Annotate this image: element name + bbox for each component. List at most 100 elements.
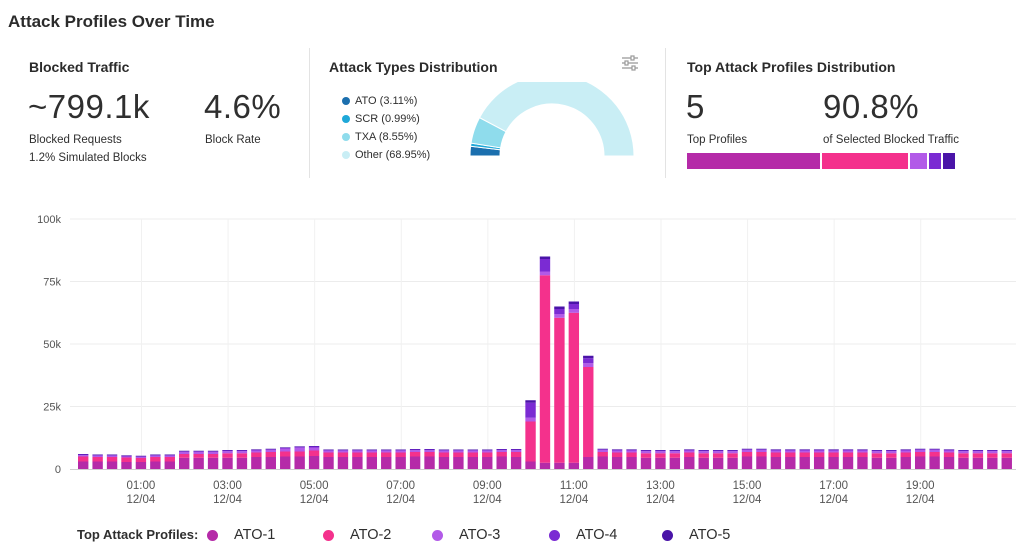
bar-ato-1 [251,457,262,469]
bar-ato-5 [308,446,320,447]
profile-segment-ato-5[interactable] [943,153,955,169]
attack-type-legend-label[interactable]: SCR (0.99%) [355,113,420,125]
bar-ato-2 [987,453,998,458]
attack-type-legend-label[interactable]: TXA (8.55%) [355,131,418,143]
bar-ato-1 [712,457,724,469]
bar-ato-1 [150,461,161,469]
bar-ato-3 [842,450,854,453]
top-profiles-share-label: of Selected Blocked Traffic [823,134,959,146]
bar-ato-5 [568,301,580,304]
bar-ato-5 [395,449,406,450]
bar-ato-5 [914,448,926,450]
bar-ato-1 [265,457,276,469]
bar-ato-4 [698,450,709,452]
bar-ato-3 [323,450,334,453]
bar-ato-4 [294,446,305,448]
bar-ato-1 [179,457,190,469]
bar-ato-3 [828,450,839,453]
legend-title: Top Attack Profiles: [77,527,199,542]
legend-item-ato-1[interactable]: ATO-1 [234,527,276,543]
bar-ato-4 [323,450,334,451]
legend-item-ato-3[interactable]: ATO-3 [459,527,501,543]
bar-ato-5 [900,449,911,450]
bar-ato-4 [799,449,810,451]
bar-ato-3 [568,309,580,313]
bar-ato-1 [323,457,334,469]
sliders-icon[interactable] [620,54,640,72]
bar-ato-2 [770,452,782,457]
bar-ato-2 [554,317,565,463]
bar-ato-2 [453,452,464,457]
y-tick-label: 75k [43,277,61,289]
bar-ato-5 [756,448,767,450]
bar-ato-5 [496,449,507,450]
bar-ato-3 [597,450,608,452]
bar-ato-3 [251,450,262,453]
bar-ato-4 [265,449,276,450]
x-tick-time: 05:00 [300,480,329,492]
bar-ato-5 [280,447,291,448]
bar-ato-3 [150,455,161,457]
bar-ato-1 [943,457,955,469]
bar-ato-1 [972,457,984,469]
bar-ato-3 [510,450,522,452]
bar-ato-5 [987,450,998,451]
legend-dot-ato-1[interactable] [207,530,218,541]
profile-segment-ato-1[interactable] [687,153,820,169]
legend-dot-ato-5[interactable] [662,530,673,541]
legend-item-ato-4[interactable]: ATO-4 [576,527,618,543]
bar-ato-2 [395,452,406,457]
bar-ato-2 [323,452,334,457]
bar-ato-1 [987,457,998,469]
bar-ato-5 [482,449,493,450]
profile-segment-ato-3[interactable] [910,153,927,169]
bar-ato-5 [684,449,695,450]
legend-item-ato-5[interactable]: ATO-5 [689,527,731,543]
profile-segment-ato-2[interactable] [822,153,908,169]
attack-type-legend-label[interactable]: Other (68.95%) [355,149,431,161]
bar-ato-1 [785,457,796,469]
bar-ato-4 [741,449,753,450]
bar-ato-5 [770,449,782,450]
bar-ato-2 [409,452,421,457]
bar-ato-1 [886,457,897,469]
top-profiles-count-label: Top Profiles [687,134,748,146]
legend-dot [342,115,350,123]
bar-ato-1 [381,457,392,469]
bar-ato-2 [381,452,392,457]
attack-type-legend-label[interactable]: ATO (3.11%) [355,95,418,107]
bar-ato-4 [193,451,204,452]
bar-ato-3 [554,314,565,318]
bar-ato-4 [409,449,421,451]
bar-ato-2 [438,452,450,457]
bar-ato-1 [568,462,580,469]
bar-ato-2 [727,453,738,458]
x-tick-time: 15:00 [733,480,762,492]
bar-ato-5 [381,449,392,450]
bar-ato-4 [222,450,233,452]
bar-ato-1 [539,462,551,469]
bar-ato-3 [741,450,753,452]
bar-ato-5 [78,454,89,455]
bar-ato-3 [712,451,724,454]
bar-ato-2 [150,457,161,462]
bar-ato-3 [424,450,435,452]
bar-ato-2 [510,452,522,457]
blocked-requests-label: Blocked Requests [29,134,122,146]
bar-ato-2 [857,452,868,457]
x-tick-time: 03:00 [213,480,242,492]
bar-ato-4 [842,449,854,451]
legend-item-ato-2[interactable]: ATO-2 [350,527,392,543]
bar-ato-4 [914,449,926,450]
bar-ato-3 [467,450,479,453]
bar-ato-4 [467,450,479,451]
legend-dot-ato-3[interactable] [432,530,443,541]
bar-ato-5 [611,449,623,450]
profile-segment-ato-4[interactable] [929,153,941,169]
bar-ato-5 [121,455,132,456]
legend-dot-ato-4[interactable] [549,530,560,541]
legend-dot-ato-2[interactable] [323,530,334,541]
bar-ato-3 [352,450,363,453]
bar-ato-1 [395,457,406,469]
bar-ato-2 [871,453,883,458]
